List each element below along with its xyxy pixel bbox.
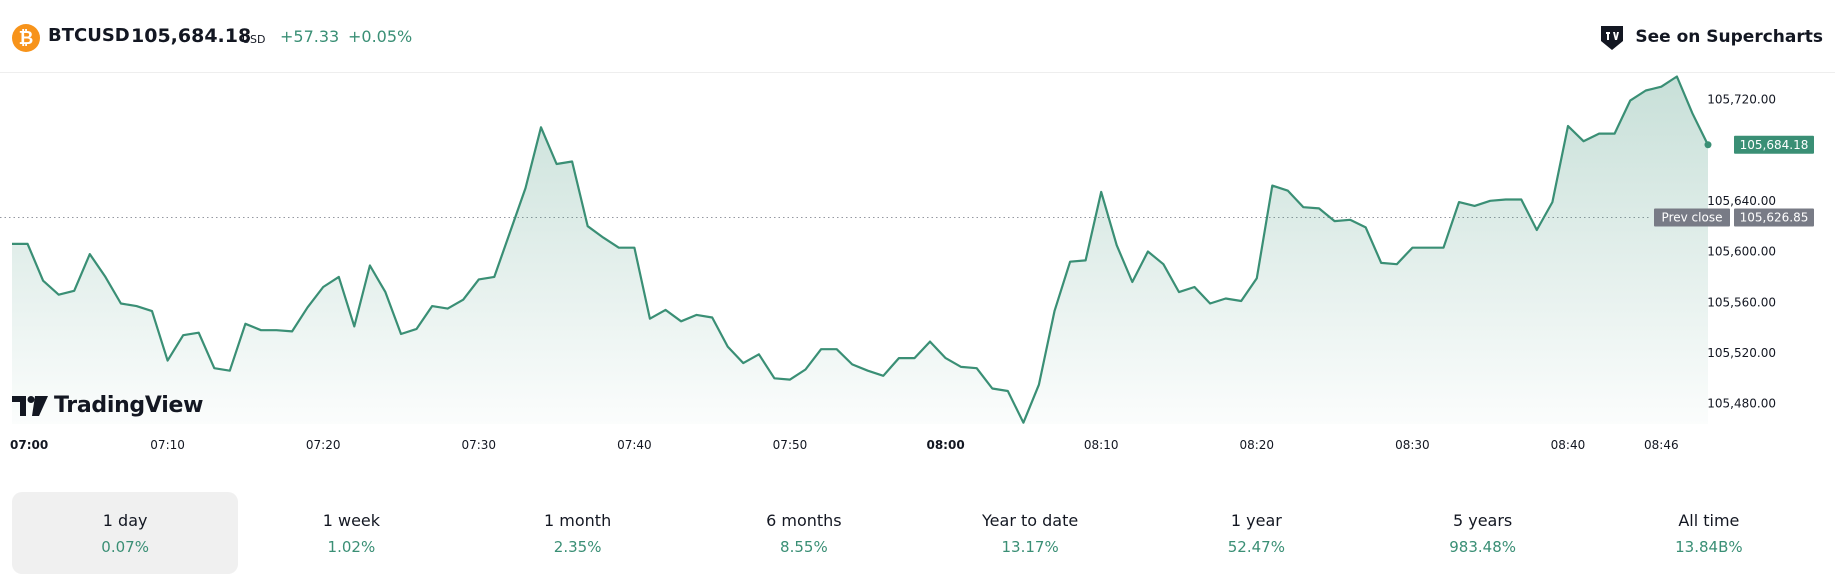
price-tags: 105,684.18 105,626.85 Prev close xyxy=(1654,135,1814,227)
x-tick-label: 08:20 xyxy=(1239,438,1274,452)
period-value: 2.35% xyxy=(553,537,602,556)
see-on-supercharts-button[interactable]: See on Supercharts xyxy=(1597,23,1823,51)
x-tick-label: 07:10 xyxy=(150,438,185,452)
period-label: 5 years xyxy=(1452,510,1513,530)
period-selector: 1 day 0.07% 1 week 1.02% 1 month 2.35% 6 mo… xyxy=(12,492,1822,574)
period-label: All time xyxy=(1678,510,1740,530)
x-tick-label: 07:00 xyxy=(10,438,48,452)
period-value: 1.02% xyxy=(327,537,376,556)
prev-close-tag xyxy=(1654,208,1730,227)
tradingview-logo-icon xyxy=(12,395,48,416)
y-tick-label: 105,520.00 xyxy=(1707,346,1776,360)
price-chart[interactable]: 105,720.00 105,640.00 105,600.00 105,560.00… xyxy=(0,74,1835,464)
price-line xyxy=(12,75,1709,424)
period-value: 8.55% xyxy=(780,537,828,556)
x-tick-label: 07:40 xyxy=(617,438,652,452)
period-value: 983.48% xyxy=(1449,537,1516,556)
period-value: 13.17% xyxy=(1001,537,1059,556)
period-6-months[interactable]: 6 months 8.55% xyxy=(691,492,917,574)
period-all-time[interactable]: All time 13.84B% xyxy=(1596,492,1822,574)
y-axis: 105,720.00 105,640.00 105,600.00 105,560.00… xyxy=(1707,92,1776,410)
symbol-header: ₿ BTCUSD 105,684.18 USD +57.33 +0.05% Se… xyxy=(0,0,1835,73)
period-label: 1 day xyxy=(102,510,148,530)
last-price-tag-label: 105,684.18 xyxy=(1740,138,1809,152)
price-area xyxy=(12,76,1708,424)
period-label: 6 months xyxy=(766,510,842,530)
x-tick-label: 08:10 xyxy=(1084,438,1119,452)
currency-label: USD xyxy=(242,33,266,46)
tradingview-logo[interactable]: TradingView xyxy=(12,393,203,418)
period-1-year[interactable]: 1 year 52.47% xyxy=(1143,492,1369,574)
symbol-name[interactable]: BTCUSD xyxy=(48,25,130,46)
y-tick-label: 105,600.00 xyxy=(1707,245,1776,259)
period-1-day[interactable]: 1 day 0.07% xyxy=(12,492,239,574)
period-value: 13.84B% xyxy=(1675,537,1743,556)
tradingview-logo-text: TradingView xyxy=(54,393,204,418)
period-value: 0.07% xyxy=(101,537,149,556)
bitcoin-icon: ₿ xyxy=(12,24,40,52)
prev-close-value-label: 105,626.85 xyxy=(1740,210,1809,224)
x-tick-label: 07:30 xyxy=(461,438,496,452)
last-price-dot xyxy=(1704,141,1712,149)
period-label: 1 year xyxy=(1230,510,1282,530)
supercharts-label: See on Supercharts xyxy=(1635,27,1823,47)
last-price-tag xyxy=(1734,135,1814,154)
x-axis: 07:00 07:10 07:20 07:30 07:40 07:50 08:00 08:10… xyxy=(10,438,1679,452)
prev-close-label: Prev close xyxy=(1662,210,1723,224)
period-year-to-date[interactable]: Year to date 13.17% xyxy=(917,492,1143,574)
period-label: Year to date xyxy=(982,510,1079,530)
price-change-percent: +0.05% xyxy=(348,27,413,46)
y-tick-label: 105,560.00 xyxy=(1707,295,1776,309)
supercharts-icon xyxy=(1601,26,1624,50)
period-1-week[interactable]: 1 week 1.02% xyxy=(238,492,464,574)
period-value: 52.47% xyxy=(1227,537,1285,556)
x-tick-label: 08:00 xyxy=(926,438,964,452)
x-tick-label: 08:40 xyxy=(1551,438,1586,452)
period-1-month[interactable]: 1 month 2.35% xyxy=(465,492,691,574)
period-5-years[interactable]: 5 years 983.48% xyxy=(1370,492,1596,574)
y-tick-label: 105,640.00 xyxy=(1707,194,1776,208)
last-price: 105,684.18 xyxy=(131,25,252,47)
period-label: 1 week xyxy=(322,510,381,530)
price-change: +57.33 xyxy=(280,27,340,46)
x-tick-label: 08:30 xyxy=(1395,438,1430,452)
period-label: 1 month xyxy=(544,510,612,530)
x-tick-label: 07:20 xyxy=(306,438,341,452)
y-tick-label: 105,480.00 xyxy=(1707,397,1776,411)
x-tick-label: 08:46 xyxy=(1644,438,1679,452)
y-tick-label: 105,720.00 xyxy=(1707,92,1776,106)
prev-close-value-tag xyxy=(1734,208,1814,227)
x-tick-label: 07:50 xyxy=(773,438,808,452)
